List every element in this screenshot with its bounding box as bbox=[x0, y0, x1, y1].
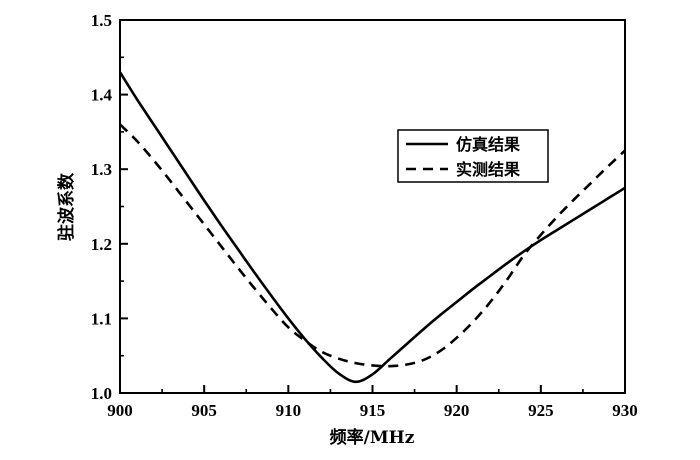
tick-layer: 900 905 910 915 920 925 930 1.0 1.1 1.2 1.3 1.4 1.5 bbox=[91, 11, 638, 420]
x-tick-label: 920 bbox=[444, 401, 470, 420]
legend-label: 仿真结果 bbox=[456, 135, 520, 154]
y-tick-label: 1.4 bbox=[91, 86, 113, 105]
x-tick-label: 925 bbox=[528, 401, 554, 420]
y-tick-label: 1.0 bbox=[91, 384, 112, 403]
plot-frame bbox=[119, 19, 626, 394]
y-tick-label: 1.1 bbox=[91, 309, 112, 328]
series-line-1 bbox=[120, 123, 625, 368]
y-tick-label: 1.2 bbox=[91, 235, 112, 254]
x-tick-label: 905 bbox=[191, 401, 217, 420]
x-axis-label: 频率/MHz bbox=[330, 427, 415, 448]
x-tick-label: 915 bbox=[360, 401, 386, 420]
legend-item: 实测结果 bbox=[406, 160, 520, 179]
series-layer bbox=[120, 71, 625, 384]
legend-label: 实测结果 bbox=[456, 160, 520, 179]
series-line-0 bbox=[120, 71, 625, 384]
x-tick-label: 930 bbox=[612, 401, 638, 420]
legend-box bbox=[397, 129, 549, 183]
y-tick-label: 1.5 bbox=[91, 11, 112, 30]
y-axis-label: 驻波系数 bbox=[56, 172, 77, 241]
legend-item: 仿真结果 bbox=[406, 135, 520, 154]
x-tick-label: 900 bbox=[107, 401, 133, 420]
y-tick-label: 1.3 bbox=[91, 160, 112, 179]
x-tick-label: 910 bbox=[276, 401, 302, 420]
